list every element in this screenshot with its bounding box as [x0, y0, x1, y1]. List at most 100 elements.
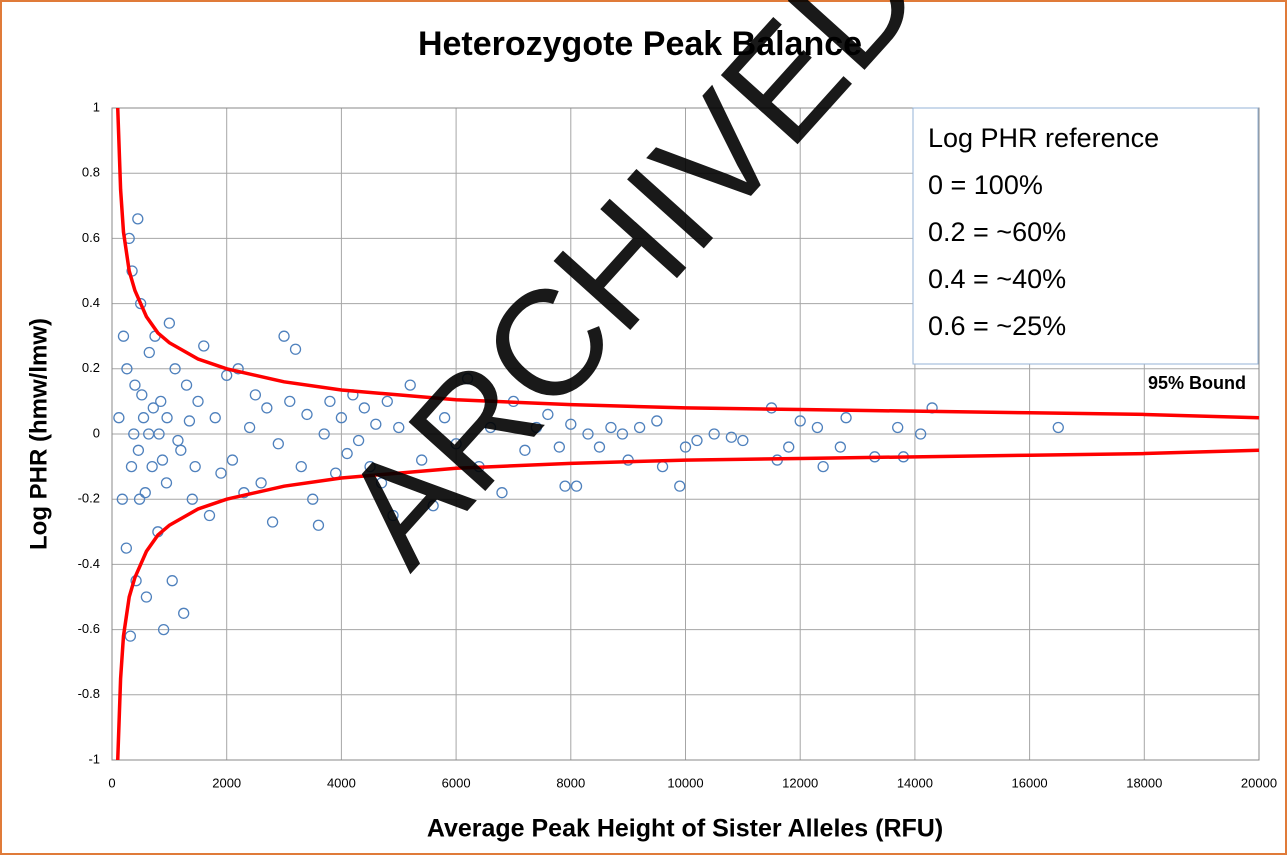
point — [133, 493, 146, 505]
point — [301, 408, 313, 421]
bound-line — [115, 107, 1260, 420]
point — [352, 434, 365, 447]
point — [318, 428, 330, 440]
point — [783, 441, 795, 453]
point — [178, 607, 190, 619]
point — [312, 519, 325, 531]
x-axis-label: Average Peak Height of Sister Alleles (R… — [427, 815, 943, 843]
y-tick-label: 0.6 — [82, 230, 100, 245]
chart-title: Heterozygote Peak Balance — [418, 25, 862, 63]
point — [203, 509, 216, 522]
point — [295, 460, 307, 473]
point — [570, 480, 583, 492]
point — [198, 340, 210, 352]
point — [834, 441, 846, 453]
x-tick-label: 10000 — [667, 775, 703, 790]
point — [153, 428, 165, 440]
y-tick-label: 0.2 — [82, 360, 100, 375]
plot-border — [111, 107, 1260, 761]
y-tick-label: -1 — [88, 751, 100, 766]
point — [284, 395, 296, 408]
point — [393, 421, 405, 434]
bound-line — [115, 448, 1260, 761]
point — [215, 467, 227, 479]
point — [427, 500, 439, 512]
point — [143, 346, 155, 359]
point — [811, 421, 824, 434]
x-tick-label: 14000 — [897, 775, 933, 790]
point — [166, 575, 178, 587]
point — [633, 421, 646, 434]
point — [565, 418, 577, 430]
point — [416, 454, 428, 466]
y-tick-label: -0.2 — [78, 491, 100, 506]
point — [272, 438, 284, 450]
reference-text: 0 = 100% — [928, 170, 1043, 200]
point — [139, 487, 151, 499]
point — [226, 454, 239, 466]
point — [113, 412, 125, 424]
point — [651, 415, 663, 427]
point — [616, 428, 629, 440]
point — [708, 428, 720, 440]
point — [132, 444, 145, 456]
point — [542, 408, 554, 421]
point — [387, 509, 399, 522]
point — [120, 542, 132, 554]
x-tick-label: 16000 — [1012, 775, 1048, 790]
point — [450, 438, 462, 450]
point — [124, 630, 137, 642]
y-tick-label: 1 — [93, 99, 100, 114]
x-tick-label: 18000 — [1126, 775, 1162, 790]
point — [278, 330, 290, 342]
point — [582, 428, 594, 440]
point — [172, 434, 184, 447]
point — [192, 395, 204, 408]
point — [132, 213, 144, 225]
reference-text: 0.2 = ~60% — [928, 217, 1066, 247]
point — [737, 434, 749, 447]
y-axis-label: Log PHR (hmw/lmw) — [25, 318, 52, 550]
point — [307, 493, 319, 505]
point — [121, 363, 133, 375]
x-tick-label: 4000 — [327, 775, 356, 790]
point — [125, 460, 138, 473]
point — [249, 389, 262, 401]
point — [335, 412, 348, 424]
reference-text: Log PHR reference — [928, 123, 1159, 153]
point — [137, 412, 150, 424]
point — [559, 480, 571, 492]
point — [438, 412, 451, 424]
x-tick-label: 6000 — [442, 775, 471, 790]
x-tick-label: 0 — [108, 775, 115, 790]
point — [157, 623, 170, 636]
y-tick-label: 0.8 — [82, 165, 100, 180]
point — [381, 395, 393, 408]
point — [530, 421, 543, 434]
point — [183, 415, 196, 427]
point — [186, 493, 198, 505]
point — [189, 460, 201, 473]
point — [461, 372, 474, 385]
point — [375, 477, 388, 489]
point — [180, 379, 193, 391]
x-tick-label: 8000 — [556, 775, 585, 790]
x-tick-label: 20000 — [1241, 775, 1277, 790]
point — [169, 363, 181, 375]
point — [1052, 421, 1064, 434]
bound-label: 95% Bound — [1148, 373, 1246, 393]
point — [605, 421, 617, 434]
point — [255, 477, 267, 489]
point — [484, 421, 497, 434]
point — [289, 343, 302, 355]
point — [140, 591, 153, 603]
reference-text: 0.6 = ~25% — [928, 311, 1066, 341]
point — [147, 402, 159, 414]
point — [404, 379, 416, 391]
point — [519, 444, 531, 456]
y-tick-label: 0.4 — [82, 295, 100, 310]
point — [243, 421, 256, 434]
point — [593, 441, 606, 453]
point — [146, 460, 158, 473]
point — [364, 460, 376, 473]
